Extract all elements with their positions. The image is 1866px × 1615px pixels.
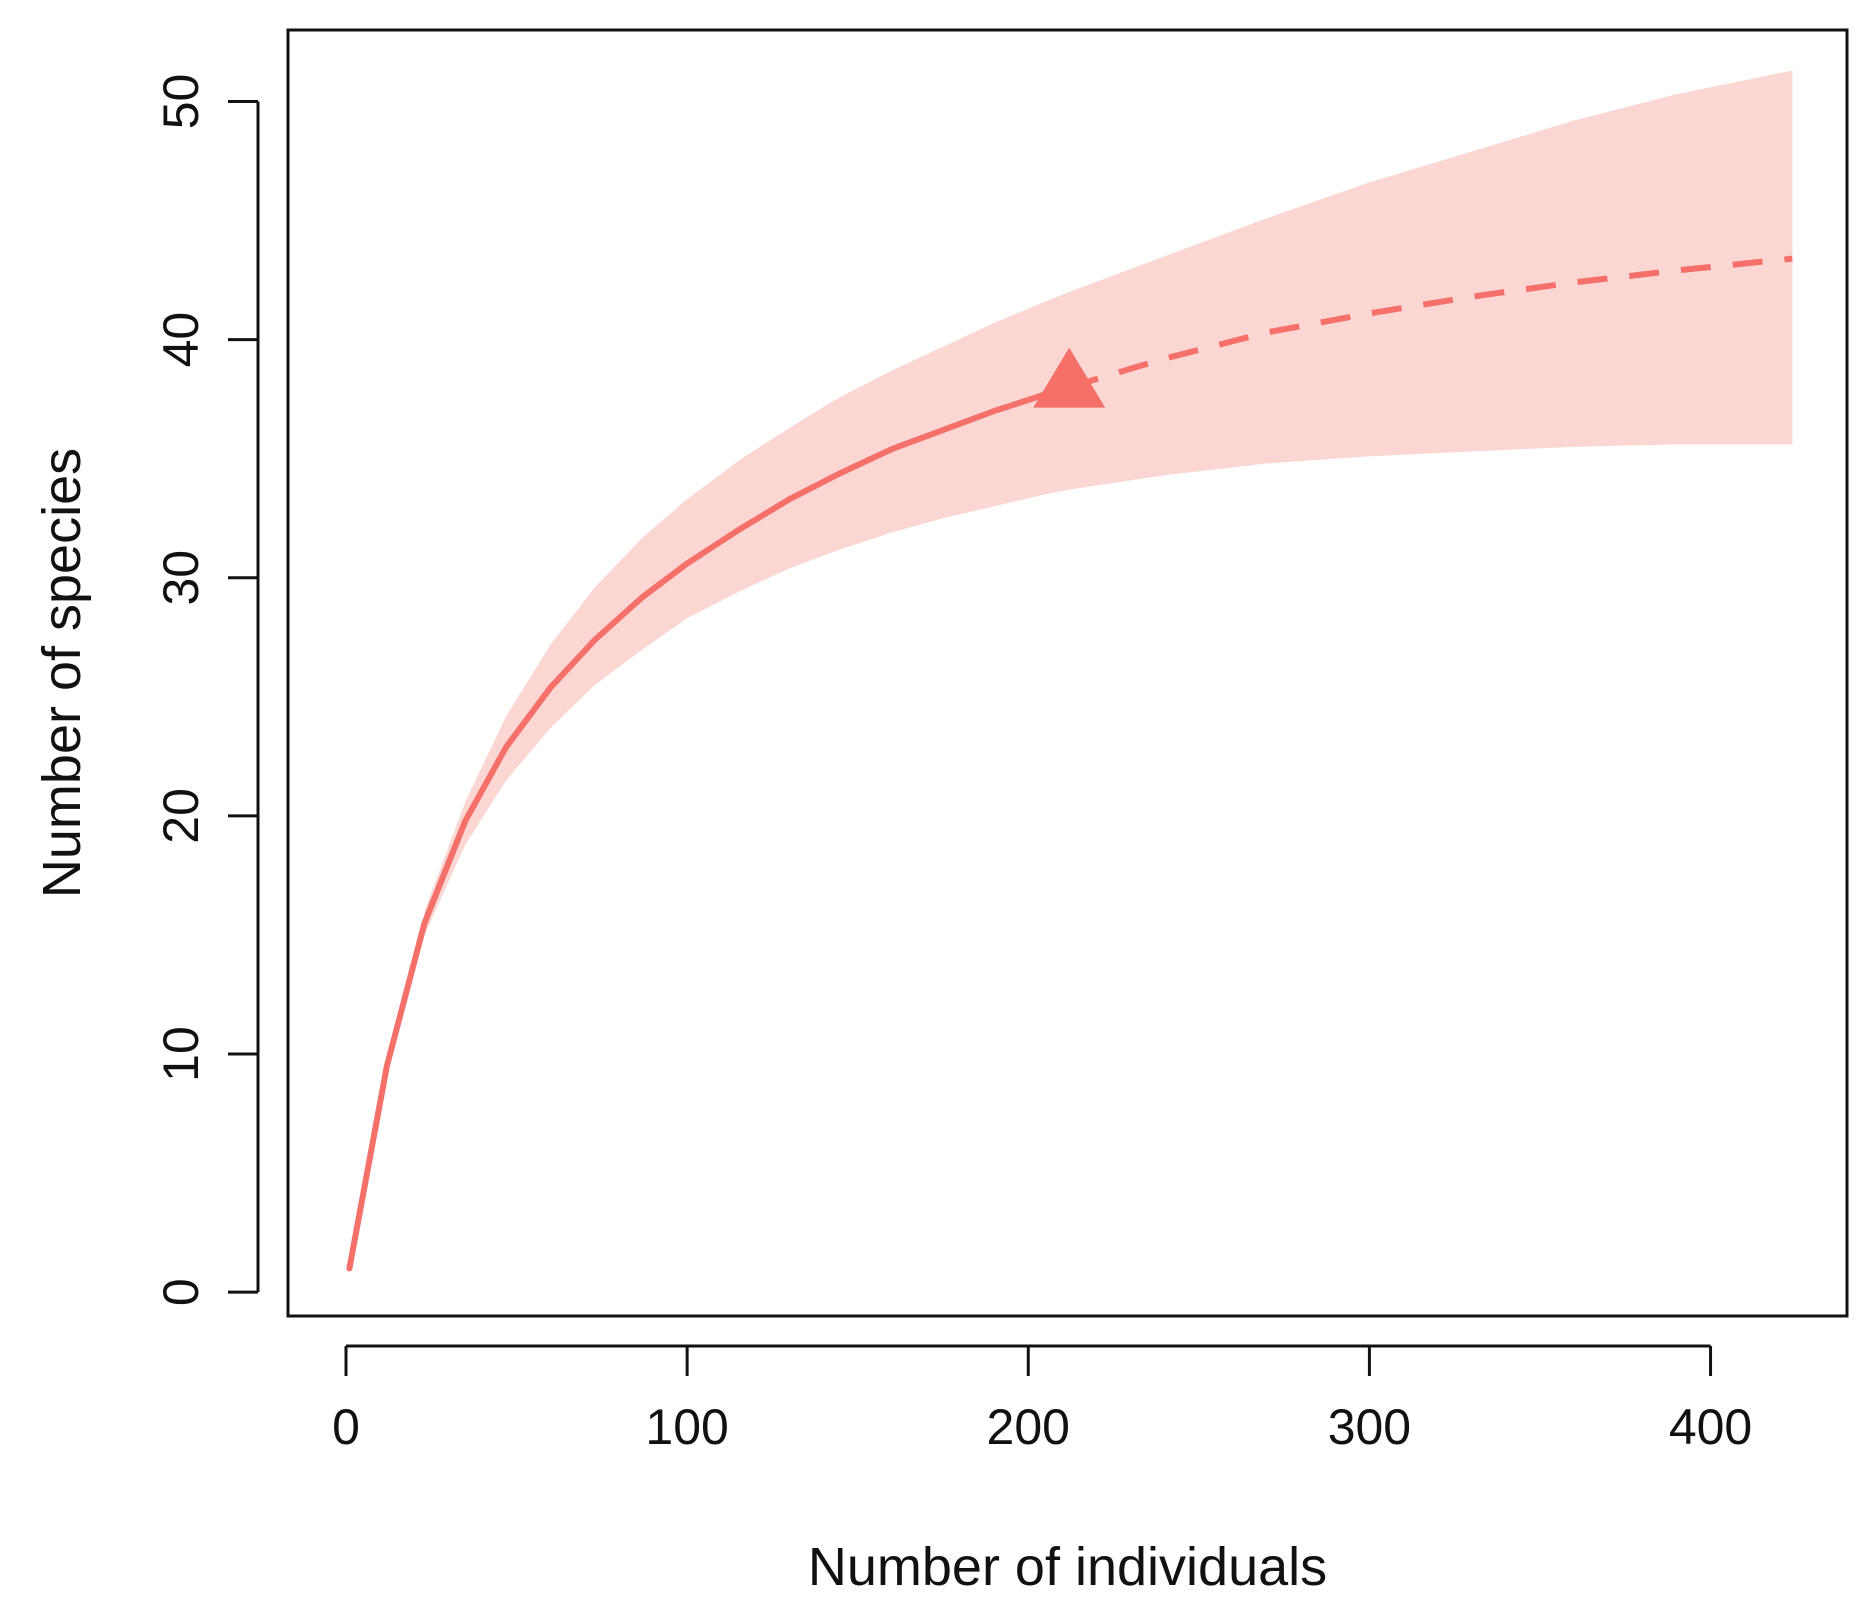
series-layer <box>346 255 1793 1272</box>
x-tick-label: 200 <box>987 1399 1070 1455</box>
x-axis-title: Number of individuals <box>808 1537 1327 1597</box>
y-tick-label: 10 <box>153 1026 209 1082</box>
confidence-band <box>424 70 1793 935</box>
y-axis: 0 10 20 30 40 50 <box>153 74 260 1306</box>
y-tick-label: 20 <box>153 788 209 844</box>
plot-frame <box>286 28 1849 1318</box>
x-tick-label: 400 <box>1669 1399 1752 1455</box>
x-tick-label: 100 <box>645 1399 728 1455</box>
y-tick-label: 0 <box>153 1278 209 1306</box>
confidence-band-layer <box>424 70 1793 935</box>
y-tick-label: 50 <box>153 74 209 130</box>
y-tick-label: 40 <box>153 312 209 368</box>
y-tick-label: 30 <box>153 550 209 606</box>
x-axis: 0 100 200 300 400 <box>332 1344 1752 1455</box>
observed-point-marker <box>1033 347 1106 408</box>
rarefaction-line <box>346 384 1073 1272</box>
extrapolation-line <box>1068 255 1793 391</box>
x-tick-label: 0 <box>332 1399 360 1455</box>
y-axis-title: Number of species <box>32 448 92 898</box>
x-tick-label: 300 <box>1328 1399 1411 1455</box>
marker-layer <box>1033 347 1106 408</box>
